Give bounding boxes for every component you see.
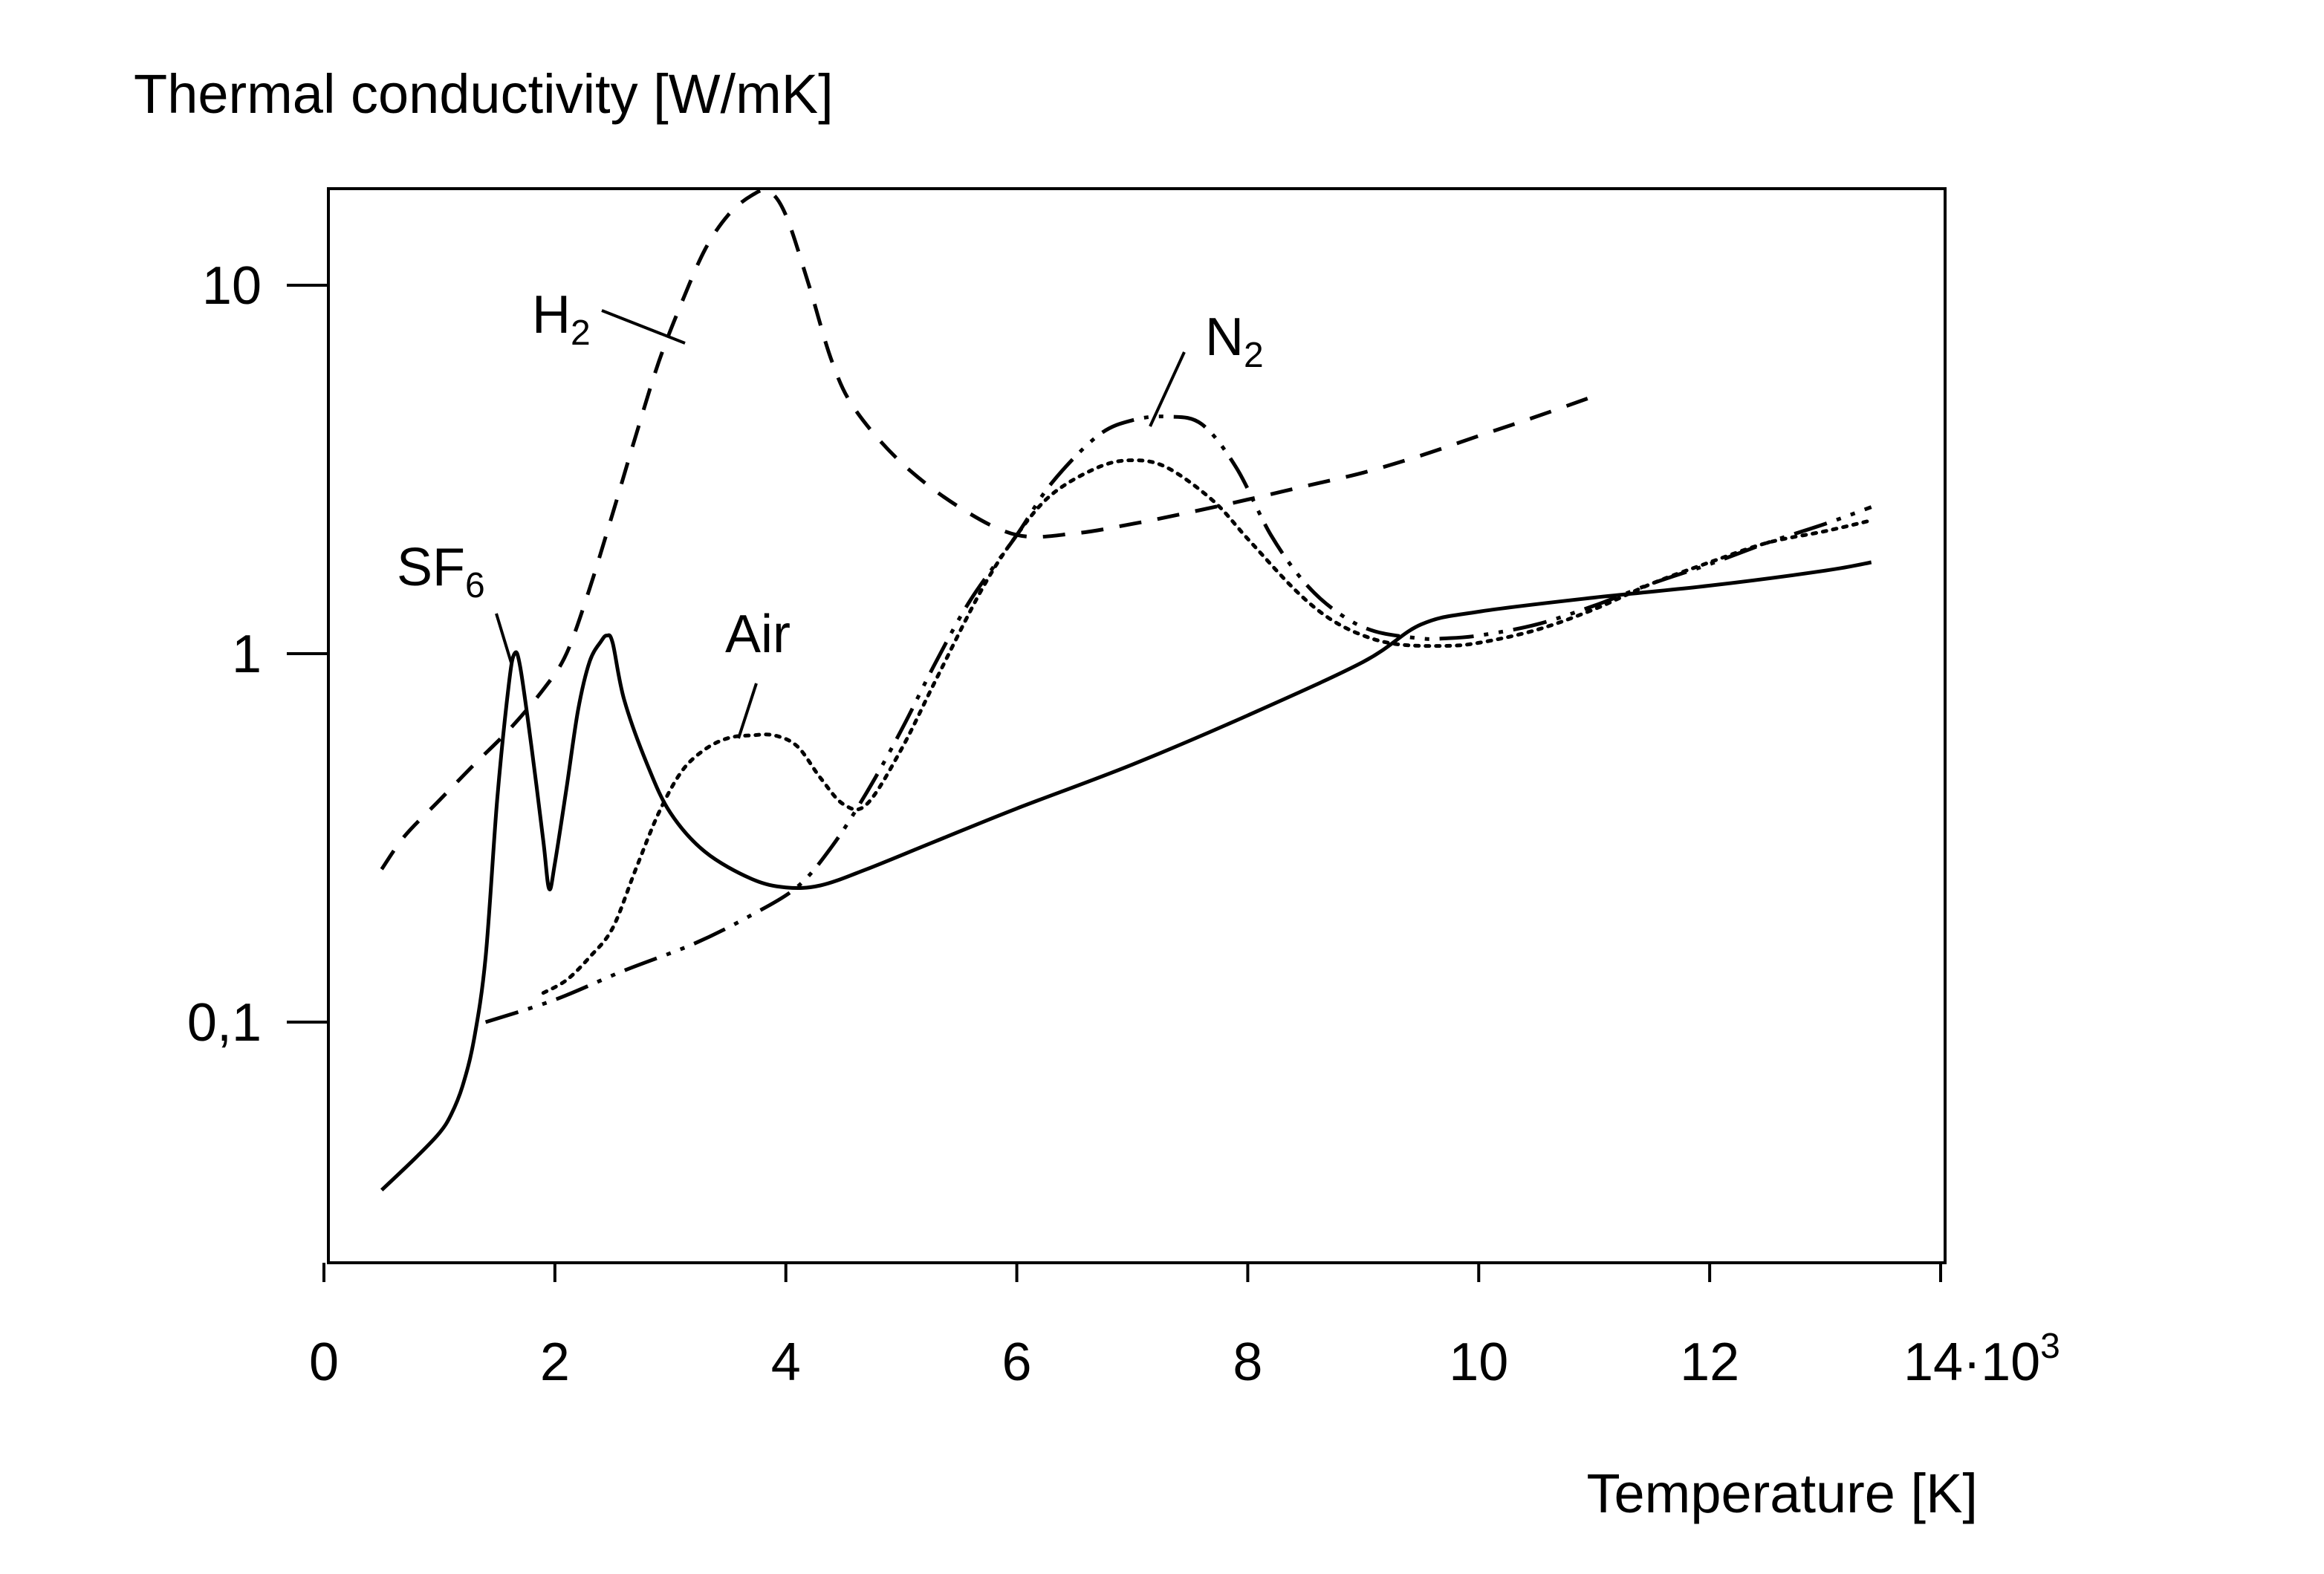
- series-label-n2: N2: [1205, 308, 1264, 375]
- x-tick-label: 6: [1002, 1333, 1032, 1392]
- x-tick-label: 8: [1233, 1333, 1262, 1392]
- series-label-sf6: SF6: [397, 538, 485, 605]
- y-tick-label: 10: [202, 256, 262, 316]
- y-axis-title: Thermal conductivity [W/mK]: [134, 63, 834, 125]
- series-line-sf6: [380, 560, 1872, 1191]
- y-tick-label: 0,1: [187, 993, 262, 1053]
- series-line-h2: [380, 188, 1595, 871]
- series-leader-h2: [601, 309, 686, 345]
- series-line-air: [541, 458, 1874, 995]
- series-label-main: N: [1205, 308, 1244, 367]
- x-axis-title: Temperature [K]: [1587, 1463, 1978, 1524]
- series-lines: [380, 188, 1874, 1191]
- series-line-n2: [484, 414, 1872, 1024]
- plot-frame: [327, 187, 1947, 1264]
- x-tick-label: 10: [1449, 1333, 1508, 1392]
- series-leader-air: [737, 683, 758, 739]
- x-tick-label: 0: [309, 1333, 339, 1392]
- x-tick-label: 4: [771, 1333, 801, 1392]
- series-label-h2: H2: [532, 285, 591, 353]
- series-label-sub: 6: [465, 566, 485, 605]
- y-axis-ticks: 0,1 1 10: [187, 256, 328, 1053]
- series-label-air: Air: [725, 605, 791, 664]
- x-tick-label: 12: [1680, 1333, 1739, 1392]
- series-label-main: H: [532, 285, 571, 345]
- series-leader-n2: [1149, 351, 1186, 427]
- y-tick-label: 1: [232, 625, 262, 684]
- x-tick-exponent: 3: [2040, 1327, 2060, 1366]
- series-label-main: SF: [397, 538, 465, 597]
- x-tick-label: 2: [540, 1333, 570, 1392]
- series-label-main: Air: [725, 605, 791, 664]
- series-label-sub: 2: [1244, 336, 1264, 375]
- x-axis-ticks: 0 2 4 6 8 10 12 14·103: [309, 1263, 2060, 1392]
- series-label-sub: 2: [571, 313, 591, 353]
- x-tick-label: 14·103: [1903, 1327, 2060, 1392]
- series-leader-sf6: [495, 613, 513, 663]
